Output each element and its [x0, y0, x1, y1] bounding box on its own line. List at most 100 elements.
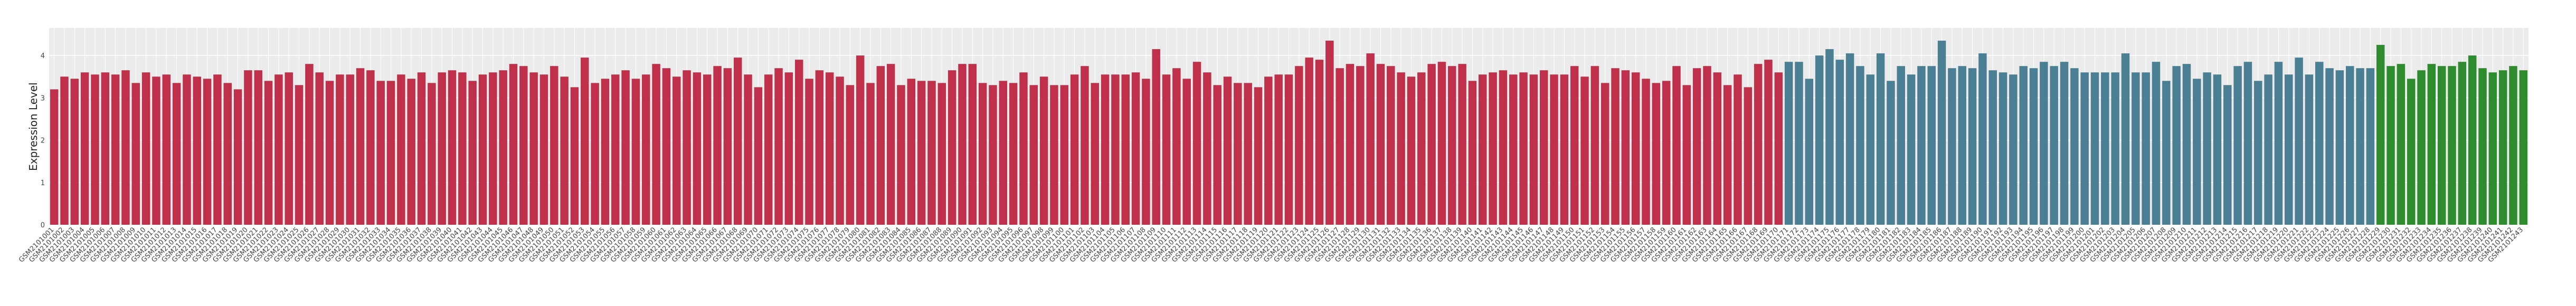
- bar: [1784, 62, 1793, 225]
- y-tick-label: 1: [41, 179, 45, 187]
- bar: [2427, 64, 2436, 225]
- bar: [254, 70, 262, 225]
- bar: [621, 70, 630, 225]
- bar: [458, 72, 467, 225]
- bar: [764, 74, 773, 225]
- bar: [1468, 81, 1477, 225]
- bar: [836, 77, 844, 225]
- bar: [2295, 58, 2303, 225]
- bar: [2478, 68, 2487, 225]
- bar: [397, 74, 405, 225]
- bar: [1479, 74, 1487, 225]
- bar: [1356, 66, 1365, 225]
- bar: [356, 68, 365, 225]
- bar: [386, 81, 395, 225]
- bar: [2193, 79, 2201, 225]
- bar: [2172, 66, 2181, 225]
- bar: [428, 83, 436, 225]
- bar: [285, 72, 293, 225]
- bar: [1223, 77, 1232, 225]
- bar: [1336, 68, 1344, 225]
- bar: [1295, 66, 1303, 225]
- bar: [213, 74, 222, 225]
- bar: [2182, 64, 2191, 225]
- bar: [2315, 62, 2324, 225]
- bar: [2376, 45, 2385, 225]
- bar: [152, 77, 160, 225]
- bar: [2498, 70, 2507, 225]
- bar: [417, 72, 426, 225]
- bar: [2121, 53, 2130, 225]
- bar: [2040, 62, 2048, 225]
- bar: [744, 74, 752, 225]
- bar: [1427, 64, 1436, 225]
- bar: [1662, 81, 1671, 225]
- bar: [1448, 66, 1456, 225]
- bar: [1754, 64, 1763, 225]
- bar: [1907, 74, 1916, 225]
- y-tick-label: 3: [41, 94, 45, 102]
- bar: [1039, 77, 1048, 225]
- bar: [2152, 62, 2161, 225]
- bar: [2142, 72, 2150, 225]
- bar: [519, 66, 528, 225]
- bar: [325, 81, 334, 225]
- bar: [1917, 66, 1926, 225]
- bar: [1927, 66, 1936, 225]
- bar: [244, 70, 252, 225]
- bar: [183, 74, 191, 225]
- bar: [2509, 66, 2517, 225]
- bar: [336, 74, 344, 225]
- bar: [529, 72, 538, 225]
- bar: [1509, 74, 1518, 225]
- bar: [1437, 62, 1446, 225]
- bar: [1774, 72, 1783, 225]
- bar: [1611, 68, 1620, 225]
- bar: [652, 64, 660, 225]
- bar: [1264, 77, 1273, 225]
- bar: [1999, 72, 2007, 225]
- bar: [876, 66, 885, 225]
- bar: [2285, 74, 2293, 225]
- bar: [2274, 62, 2283, 225]
- bar: [2488, 72, 2497, 225]
- bar: [1570, 66, 1579, 225]
- bar: [1376, 64, 1385, 225]
- bar: [376, 81, 385, 225]
- bar: [121, 70, 130, 225]
- y-tick-label: 4: [41, 52, 45, 60]
- bar: [1692, 68, 1701, 225]
- bar: [2132, 72, 2140, 225]
- bar: [1458, 64, 1466, 225]
- bar: [774, 68, 783, 225]
- bar: [2335, 70, 2344, 225]
- bar: [1805, 79, 1814, 225]
- bar: [1029, 85, 1038, 225]
- bar: [1060, 85, 1068, 225]
- bar: [1417, 72, 1426, 225]
- bar: [703, 74, 712, 225]
- bar: [1162, 74, 1171, 225]
- bar: [2162, 81, 2171, 225]
- bar: [1672, 66, 1681, 225]
- bar: [1764, 60, 1773, 225]
- bar: [948, 70, 956, 225]
- bar: [1631, 72, 1640, 225]
- bar: [1958, 66, 1966, 225]
- bar: [141, 72, 150, 225]
- bar: [233, 89, 242, 225]
- bar: [601, 79, 610, 225]
- bar: [1346, 64, 1355, 225]
- bar: [1835, 60, 1844, 225]
- bar: [2101, 72, 2109, 225]
- bar: [1499, 70, 1508, 225]
- bar: [631, 79, 640, 225]
- bar: [468, 81, 477, 225]
- bar: [1111, 74, 1120, 225]
- bar: [2080, 72, 2089, 225]
- bar: [1590, 66, 1599, 225]
- bar: [825, 72, 834, 225]
- bar: [1203, 72, 1211, 225]
- bar: [1652, 83, 1661, 225]
- bar: [662, 68, 671, 225]
